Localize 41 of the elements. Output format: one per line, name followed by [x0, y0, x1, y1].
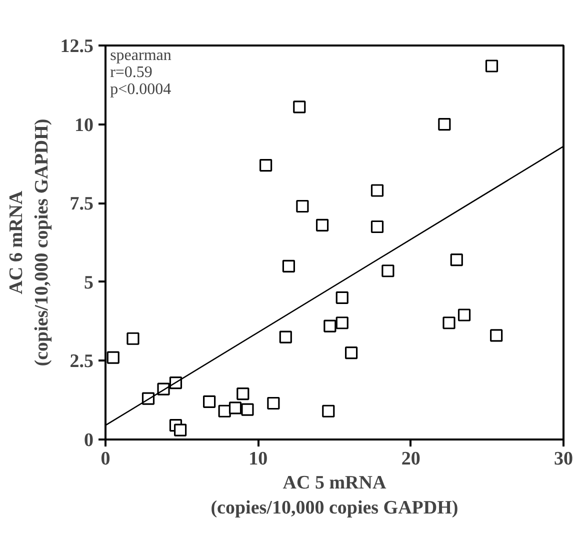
point — [382, 264, 394, 278]
x-tick-label: 0 — [100, 448, 110, 470]
x-tick-label: 10 — [248, 448, 268, 470]
point — [322, 404, 335, 418]
point — [490, 329, 503, 342]
x-axis-title: AC 5 mRNA (copies/10,000 copies GAPDH) — [210, 472, 458, 519]
point — [106, 351, 120, 364]
point — [370, 184, 384, 197]
point — [293, 100, 306, 114]
point — [228, 402, 242, 414]
x-tick-label: 20 — [401, 448, 420, 470]
point — [260, 158, 272, 172]
point — [316, 218, 329, 232]
point — [336, 316, 348, 330]
point — [458, 308, 471, 322]
point — [450, 254, 463, 266]
point — [438, 118, 451, 131]
x-tick-label: 30 — [554, 448, 573, 470]
point — [336, 291, 348, 304]
y-tick-label: 7.5 — [70, 194, 94, 215]
point — [203, 395, 216, 408]
point — [236, 387, 250, 400]
point — [296, 200, 309, 213]
point — [241, 403, 254, 416]
y-tick-label: 0 — [84, 430, 94, 451]
point — [282, 260, 295, 272]
point — [279, 330, 292, 344]
point — [174, 424, 187, 436]
point — [344, 346, 358, 360]
point — [324, 320, 336, 332]
point — [485, 60, 498, 72]
y-axis-title: AC 6 mRNA (copies/10,000 copies GAPDH) — [6, 118, 52, 366]
y-tick-label: 5 — [84, 272, 94, 294]
point — [126, 332, 140, 345]
point — [267, 396, 280, 410]
point — [442, 316, 456, 330]
point — [370, 220, 384, 234]
y-tick-label: 12.5 — [60, 36, 94, 57]
y-tick-label: 2.5 — [70, 351, 94, 372]
annotation: spearman r=0.59 p<0.0004 — [110, 47, 172, 98]
y-tick-label: 10 — [74, 114, 94, 136]
